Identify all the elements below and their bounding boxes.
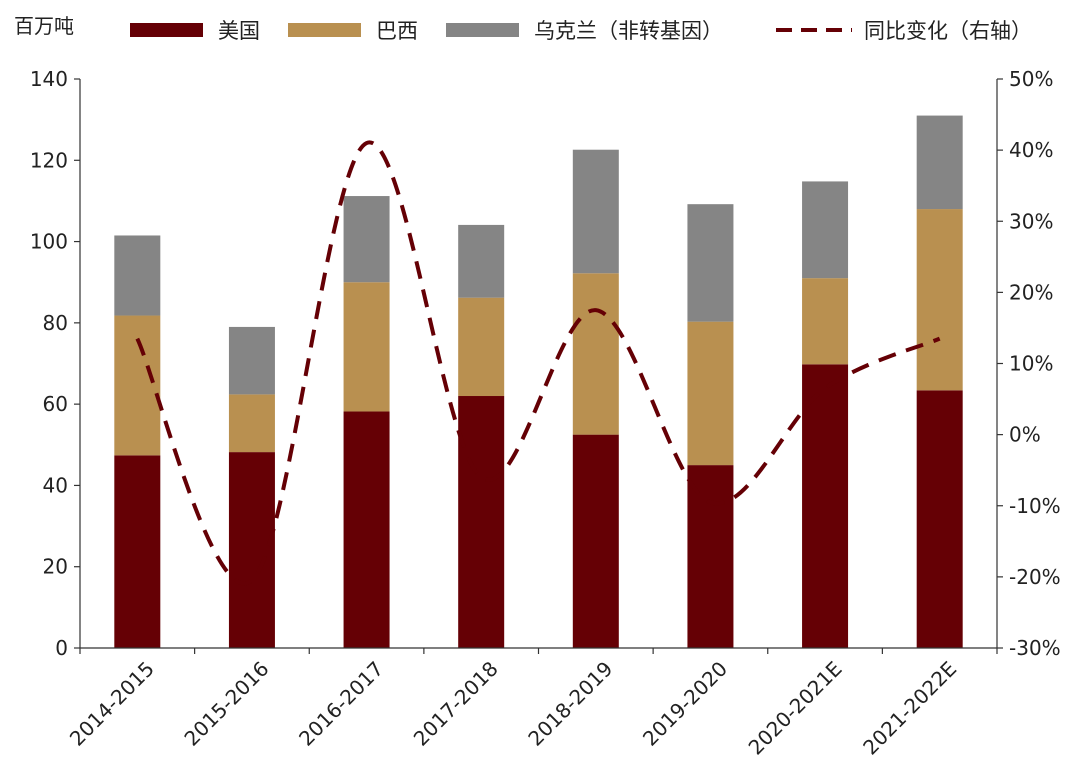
left-tick-label: 140	[30, 67, 68, 91]
legend-us-swatch	[130, 23, 203, 37]
left-tick-label: 60	[43, 392, 68, 416]
bar-ukraine-2015-2016	[228, 326, 275, 395]
bar-ukraine-2017-2018	[458, 224, 505, 298]
right-tick-label: 0%	[1009, 423, 1041, 447]
bar-ukraine-2020-2021E	[802, 181, 849, 279]
left-tick-label: 80	[43, 311, 68, 335]
legend: 美国 巴西 乌克兰（非转基因） 同比变化（右轴）	[130, 19, 1032, 43]
bar-brazil-2018-2019	[572, 273, 619, 435]
x-tick-label: 2014-2015	[65, 657, 159, 751]
bar-ukraine-2014-2015	[114, 235, 161, 316]
legend-ukraine-swatch	[446, 23, 519, 37]
x-tick-label: 2015-2016	[179, 657, 273, 751]
line-series-group	[135, 140, 941, 586]
left-tick-label: 0	[55, 636, 68, 660]
bar-brazil-2020-2021E	[802, 278, 849, 365]
bar-us-2020-2021E	[802, 364, 849, 648]
left-axis-unit: 百万吨	[14, 14, 74, 38]
right-tick-label: 10%	[1009, 352, 1053, 376]
bar-ukraine-2018-2019	[572, 149, 619, 274]
bar-brazil-2016-2017	[343, 282, 390, 412]
left-tick-label: 120	[30, 148, 68, 172]
bar-us-2017-2018	[458, 396, 505, 648]
right-tick-label: -20%	[1009, 565, 1061, 589]
right-tick-label: 20%	[1009, 280, 1053, 304]
axes-group: 0 20 40 60 80 100 120 140 -30% -20% -10% 0% 10% 20% 30…	[30, 67, 1061, 760]
right-tick-label: -30%	[1009, 636, 1061, 660]
x-tick-label: 2020-2021E	[744, 657, 847, 760]
bar-brazil-2017-2018	[458, 297, 505, 397]
bar-us-2014-2015	[114, 455, 161, 648]
left-tick-label: 100	[30, 230, 68, 254]
bar-brazil-2021-2022E	[916, 209, 963, 391]
x-tick-label: 2016-2017	[294, 657, 388, 751]
bar-brazil-2019-2020	[687, 321, 734, 466]
right-tick-label: 40%	[1009, 138, 1053, 162]
x-tick-label: 2018-2019	[523, 657, 617, 751]
right-tick-label: 50%	[1009, 67, 1053, 91]
x-tick-label: 2021-2022E	[858, 657, 961, 760]
left-tick-label: 20	[43, 555, 68, 579]
x-tick-label: 2017-2018	[409, 657, 503, 751]
bar-ukraine-2019-2020	[687, 204, 734, 322]
bar-us-2016-2017	[343, 411, 390, 648]
legend-yoy-label: 同比变化（右轴）	[864, 19, 1032, 43]
legend-ukraine-label: 乌克兰（非转基因）	[534, 19, 723, 43]
bar-ukraine-2016-2017	[343, 196, 390, 283]
legend-brazil-swatch	[288, 23, 361, 37]
left-tick-label: 40	[43, 473, 68, 497]
yoy-change-line	[135, 140, 941, 586]
legend-us-label: 美国	[218, 19, 260, 43]
bar-us-2019-2020	[687, 465, 734, 648]
bar-us-2018-2019	[572, 434, 619, 648]
bar-brazil-2014-2015	[114, 315, 161, 456]
bar-ukraine-2021-2022E	[916, 115, 963, 210]
right-tick-label: -10%	[1009, 494, 1061, 518]
x-tick-label: 2019-2020	[638, 657, 732, 751]
bar-us-2021-2022E	[916, 390, 963, 648]
bar-brazil-2015-2016	[228, 394, 275, 453]
bar-us-2015-2016	[228, 452, 275, 648]
right-tick-label: 30%	[1009, 209, 1053, 233]
legend-brazil-label: 巴西	[376, 19, 418, 43]
